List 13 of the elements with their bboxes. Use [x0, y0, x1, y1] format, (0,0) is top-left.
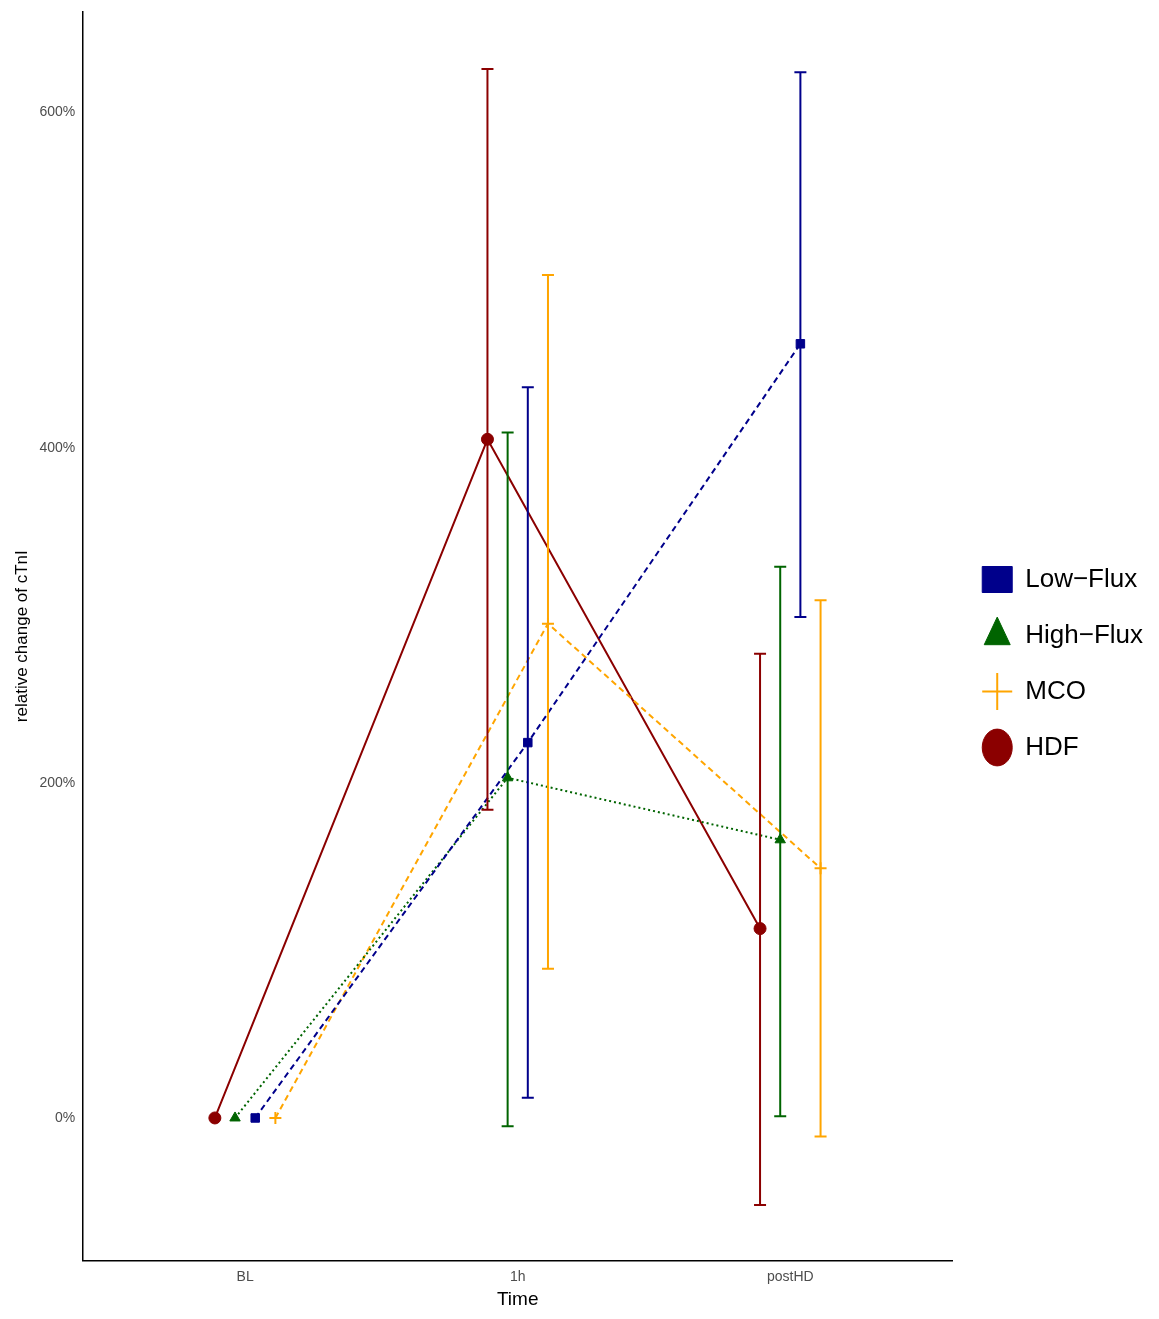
x-axis-title: Time — [496, 1287, 539, 1309]
y-tick-label: 600% — [39, 103, 76, 120]
y-tick-label: 0% — [54, 1108, 76, 1125]
legend-label: Low−Flux — [1025, 562, 1138, 593]
legend-label: MCO — [1025, 674, 1086, 705]
x-tick-label: postHD — [766, 1267, 814, 1284]
legend-label: High−Flux — [1025, 618, 1144, 649]
legend-label: HDF — [1025, 730, 1079, 761]
y-tick-label: 400% — [39, 438, 76, 455]
y-tick-label: 200% — [39, 773, 76, 790]
y-axis-title: relative change of cTnI — [11, 550, 31, 723]
x-tick-label: 1h — [509, 1267, 526, 1284]
x-tick-label: BL — [236, 1267, 254, 1284]
